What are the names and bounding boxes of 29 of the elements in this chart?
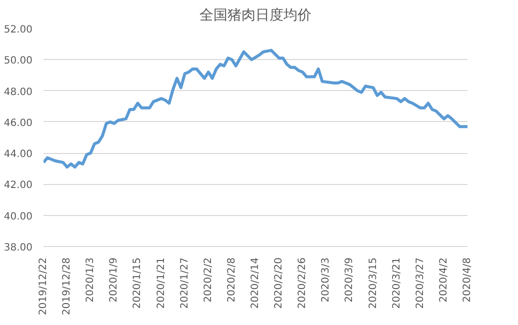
y-tick-label: 38.00 [4,242,33,254]
x-tick-label: 2020/4/2 [438,257,450,302]
x-tick-label: 2020/3/27 [414,257,426,309]
y-tick-label: 42.00 [4,180,33,192]
x-tick-label: 2020/2/8 [226,257,238,302]
x-tick-label: 2020/2/20 [274,257,285,309]
x-tick-label: 2020/3/15 [368,257,379,309]
x-tick-label: 2020/3/9 [344,257,356,302]
x-tick-label: 2020/2/26 [297,257,308,309]
x-tick-label: 2020/1/27 [179,257,190,309]
y-tick-label: 52.00 [4,24,33,36]
chart-title: 全国猪肉日度均价 [200,8,312,24]
x-tick-label: 2019/12/22 [38,257,49,316]
x-tick-label: 2020/4/8 [462,257,473,302]
x-tick-label: 2020/2/2 [202,257,214,302]
y-tick-label: 50.00 [4,56,33,67]
x-tick-label: 2020/1/15 [132,257,144,309]
x-tick-label: 2020/1/21 [156,257,167,309]
y-tick-label: 44.00 [4,149,33,160]
y-tick-label: 48.00 [4,86,33,98]
x-tick-label: 2020/3/3 [320,257,332,302]
x-tick-label: 2020/1/9 [108,257,120,302]
x-tick-label: 2020/2/14 [250,257,261,309]
x-tick-label: 2019/12/28 [62,257,73,316]
y-tick-label: 46.00 [4,118,33,129]
x-tick-label: 2020/3/21 [391,257,402,309]
line-series [44,48,468,169]
y-tick-label: 40.00 [4,211,33,222]
x-tick-label: 2020/1/3 [85,257,96,302]
